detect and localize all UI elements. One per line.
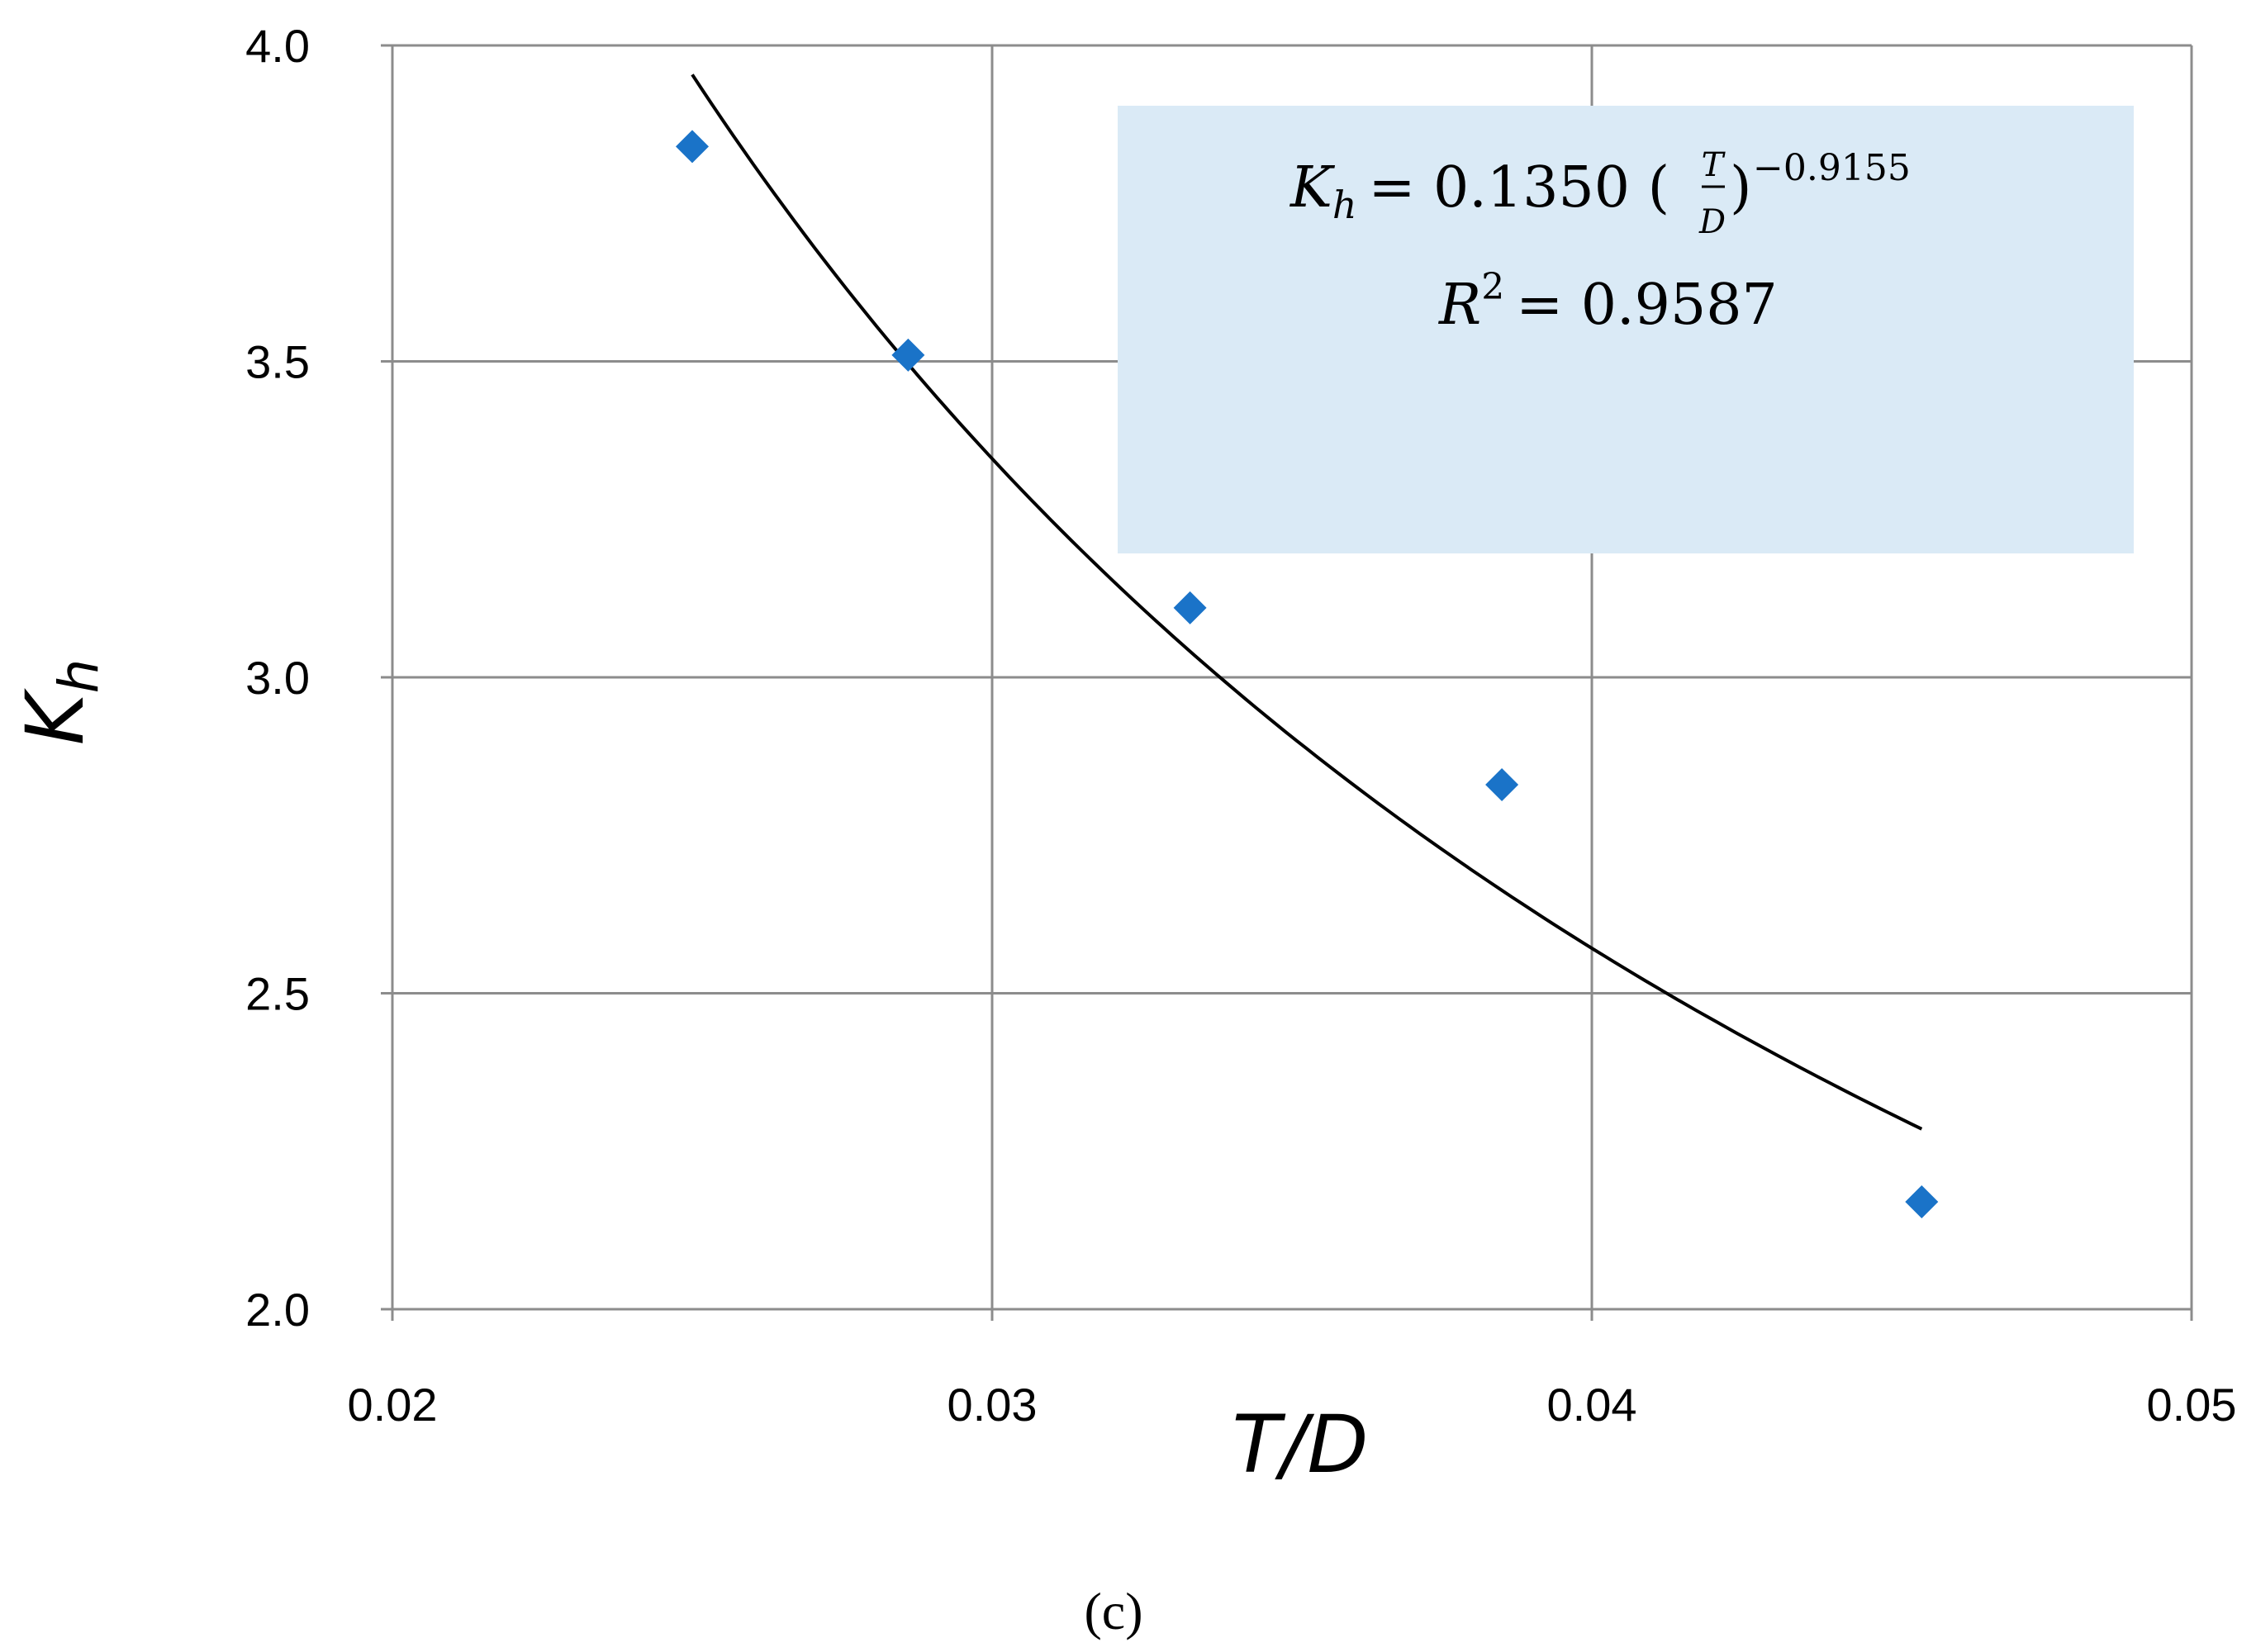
x-axis-title: T/D xyxy=(1232,1398,1369,1491)
equation-box-background xyxy=(1118,106,2134,553)
equation-lhs: K xyxy=(1289,155,1336,221)
equation-line: Kh = 0.1350 ( xyxy=(1289,155,1669,227)
y-tick-labels: 2.0 2.5 3.0 3.5 4.0 xyxy=(245,20,310,1336)
axes xyxy=(391,45,2192,1311)
data-point xyxy=(676,130,709,164)
data-point xyxy=(1485,768,1519,802)
data-point xyxy=(891,338,925,372)
y-tick-label: 2.5 xyxy=(245,968,310,1020)
r-squared-value: = 0.9587 xyxy=(1516,273,1778,338)
y-tick-label: 4.0 xyxy=(245,20,310,72)
y-axis-title: Kh xyxy=(9,659,111,746)
equation-lhs-subscript: h xyxy=(1332,183,1357,227)
x-tick-label: 0.04 xyxy=(1547,1379,1637,1431)
equation-fraction-numerator: T xyxy=(1702,146,1726,184)
y-axis-title-base: K xyxy=(9,687,102,745)
x-tick-label: 0.05 xyxy=(2147,1379,2237,1431)
data-point xyxy=(1173,591,1207,624)
r-squared-base: R xyxy=(1437,273,1481,338)
y-axis-title-subscript: h xyxy=(47,659,111,694)
panel-label: (c) xyxy=(1084,1582,1142,1640)
data-point xyxy=(1905,1184,1939,1218)
data-points xyxy=(676,130,1939,1218)
x-tick-labels: 0.02 0.03 0.04 0.05 xyxy=(348,1379,2237,1431)
r-squared-superscript: 2 xyxy=(1481,266,1504,308)
x-tick-label: 0.02 xyxy=(348,1379,438,1431)
equation-coefficient: = 0.1350 ( xyxy=(1368,155,1669,221)
equation-fraction-denominator: D xyxy=(1698,203,1726,241)
y-tick-label: 3.5 xyxy=(245,336,310,388)
r-squared-line: R2 = 0.9587 xyxy=(1437,266,1778,338)
equation-exponent: −0.9155 xyxy=(1753,147,1911,189)
x-tick-label: 0.03 xyxy=(948,1379,1038,1431)
equation-box: Kh = 0.1350 ( T D ) −0.9155 R2 = 0.9587 xyxy=(1118,106,2134,553)
equation-close-paren: ) xyxy=(1730,155,1752,221)
y-tick-label: 3.0 xyxy=(245,652,310,704)
y-tick-label: 2.0 xyxy=(245,1284,310,1336)
